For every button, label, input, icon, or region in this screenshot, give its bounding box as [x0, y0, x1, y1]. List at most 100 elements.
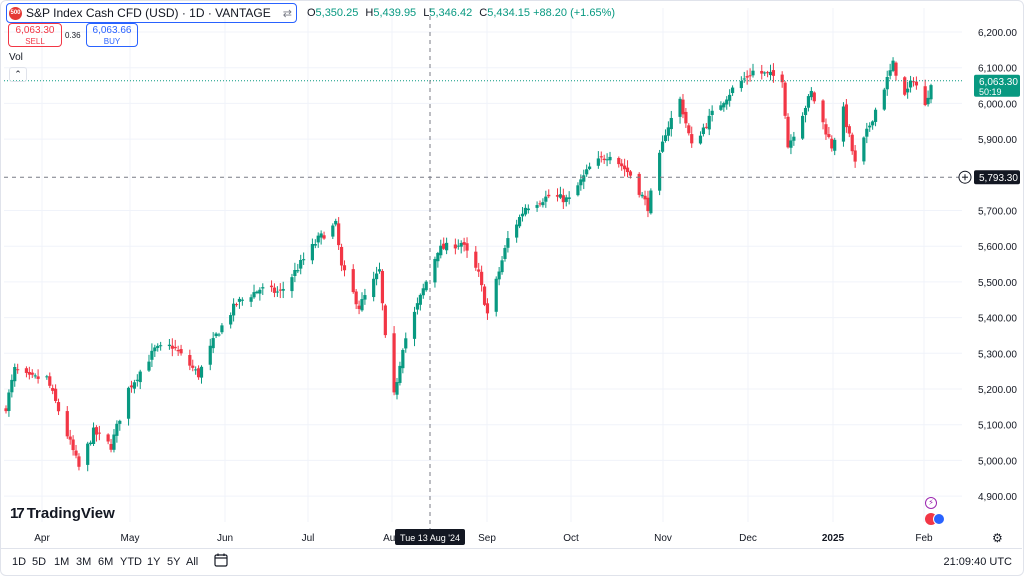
symbol-name[interactable]: S&P Index Cash CFD (USD) · 1D · VANTAGE [26, 6, 271, 20]
candle-body [176, 350, 180, 352]
candle-body [841, 106, 846, 142]
economic-event-flag-icon-2[interactable] [933, 513, 945, 525]
candle-body [865, 128, 869, 137]
price-tick-label: 5,300.00 [978, 349, 1017, 360]
candle-body [214, 333, 218, 337]
candle-body [564, 197, 568, 202]
ohlc-values: O5,350.25 H5,439.95 L5,346.42 C5,434.15 … [303, 7, 615, 19]
candle-body [719, 105, 723, 110]
candle-body [926, 97, 930, 105]
sell-price: 6,063.30 [15, 25, 55, 36]
candle-body [54, 388, 58, 401]
candle-body [106, 434, 110, 442]
symbol-selector[interactable]: 500 S&P Index Cash CFD (USD) · 1D · VANT… [6, 3, 297, 23]
candles [4, 57, 933, 472]
candle-body [725, 99, 729, 105]
range-button-6m[interactable]: 6M [98, 556, 114, 568]
collapse-chevron-icon[interactable]: ⌃ [9, 67, 27, 82]
candle-body [401, 349, 405, 369]
candle-body [374, 273, 379, 280]
price-axis[interactable]: 6,200.00 6,100.00 6,000.00 5,900.00 5,700.00… [958, 28, 1020, 503]
range-button-1m[interactable]: 1M [54, 556, 70, 568]
candle-body [132, 382, 136, 389]
candle-body [30, 372, 34, 375]
price-tick-label: 5,400.00 [978, 314, 1017, 325]
event-lightning-icon[interactable]: ⚡ [925, 497, 937, 509]
candle-body [395, 382, 399, 395]
candle-body [620, 163, 624, 167]
sell-button[interactable]: 6,063.30 SELL [8, 23, 62, 47]
candle-body [404, 338, 408, 349]
candle-body [850, 134, 854, 152]
candle-body [249, 297, 253, 302]
candle-body [433, 258, 437, 283]
range-button-1d[interactable]: 1D [12, 556, 27, 568]
chart-legend: 500 S&P Index Cash CFD (USD) · 1D · VANT… [6, 3, 615, 23]
candle-body [517, 217, 522, 227]
range-button-ytd[interactable]: YTD [120, 556, 142, 568]
candle-body [173, 346, 177, 349]
candle-body [68, 436, 72, 440]
range-button-5y[interactable]: 5Y [167, 556, 181, 568]
candle-body [862, 137, 866, 162]
range-button-all[interactable]: All [186, 556, 199, 568]
candle-body [255, 291, 259, 294]
candle-body [252, 292, 256, 298]
candle-body [707, 115, 711, 130]
candle-body [331, 225, 335, 237]
candle-body [424, 281, 428, 291]
candle-body [844, 104, 848, 128]
price-tick-label: 5,100.00 [978, 421, 1017, 432]
candle-body [643, 195, 647, 200]
settings-gear-icon[interactable]: ⚙ [992, 531, 1003, 545]
range-button-3m[interactable]: 3M [76, 556, 92, 568]
candle-body [678, 98, 682, 117]
buy-button[interactable]: 6,063.66 BUY [86, 23, 138, 47]
candle-body [640, 194, 644, 197]
crosshair-price-tag [974, 170, 1020, 185]
time-axis[interactable]: Apr May Jun Jul Aug Sep Oct Nov Dec 2025 Feb Tue 13… [34, 529, 933, 545]
range-button-1y[interactable]: 1Y [147, 556, 161, 568]
candle-body [94, 427, 99, 435]
date-range-calendar-icon[interactable] [214, 553, 228, 567]
candle-body [199, 366, 204, 378]
candle-body [500, 260, 504, 273]
candle-body [179, 349, 183, 354]
candle-body [891, 60, 895, 71]
tradingview-logo[interactable]: 17 TradingView [10, 505, 115, 522]
candle-body [89, 442, 93, 445]
compare-icon[interactable]: ⇄ [282, 7, 292, 20]
candle-body [608, 156, 612, 161]
candle-body [783, 82, 787, 116]
candle-body [91, 427, 96, 444]
candle-body [760, 70, 764, 74]
candle-body [392, 333, 396, 393]
candle-body [687, 125, 691, 134]
candle-body [771, 70, 776, 76]
candle-body [439, 245, 443, 256]
volume-label[interactable]: Vol [9, 52, 23, 63]
candle-body [258, 289, 262, 294]
candle-body [10, 379, 14, 393]
candle-body [261, 287, 265, 289]
candle-body [882, 89, 886, 110]
tradingview-wordmark: TradingView [26, 505, 115, 522]
candle-body [544, 196, 548, 202]
price-tick-label: 5,200.00 [978, 385, 1017, 396]
candle-body [605, 159, 609, 161]
range-button-5d[interactable]: 5D [32, 556, 47, 568]
candle-body [555, 195, 560, 197]
candle-body [646, 197, 650, 212]
candle-body [523, 207, 528, 215]
candle-body [436, 252, 440, 262]
clock[interactable]: 21:09:40 UTC [943, 556, 1012, 568]
candle-body [538, 203, 542, 205]
price-tick-label: 5,900.00 [978, 135, 1017, 146]
candle-body [637, 173, 641, 195]
candle-body [894, 62, 898, 76]
time-tick-label: Jul [302, 533, 315, 544]
candle-body [567, 197, 571, 199]
candle-body [792, 136, 796, 141]
candle-body [480, 271, 484, 286]
